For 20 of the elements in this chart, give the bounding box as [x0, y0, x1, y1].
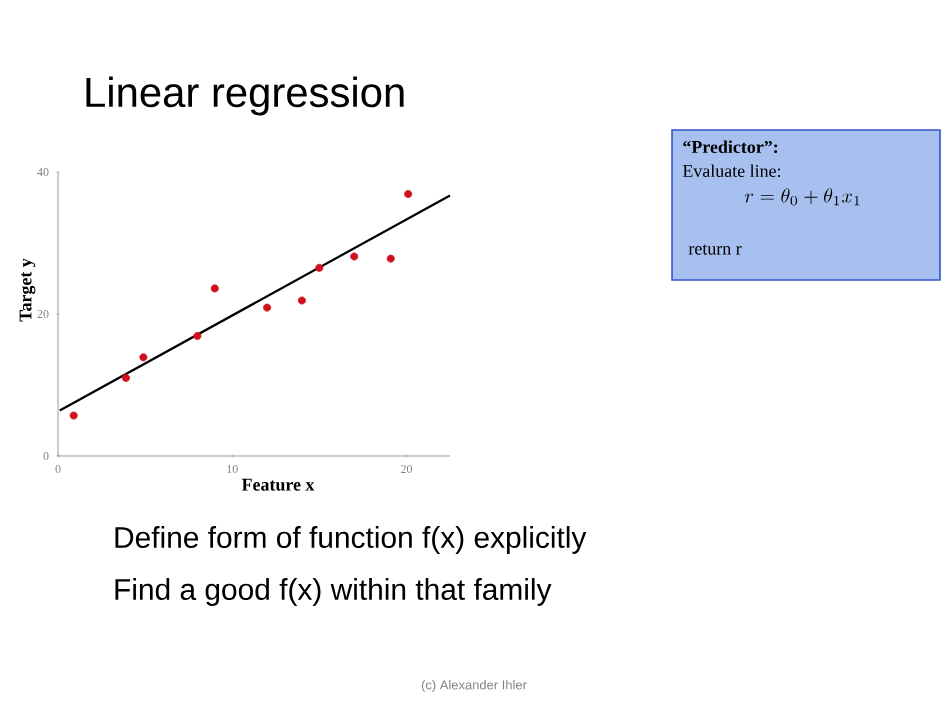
point	[210, 284, 219, 293]
point	[139, 353, 148, 362]
point	[297, 296, 306, 305]
text: return r	[688, 244, 742, 255]
text: $r = \theta_0 + \theta_1 x_1$	[745, 188, 860, 206]
text: Evaluate line:	[682, 164, 781, 178]
text: Define form of function f(x) explicitly	[115, 526, 587, 554]
point	[404, 190, 413, 199]
text: Find a good f(x) within that family	[115, 578, 552, 606]
point	[193, 332, 202, 341]
point	[263, 303, 272, 312]
x-axis-title: Feature x	[241, 478, 315, 491]
point	[386, 254, 395, 263]
point	[69, 411, 78, 420]
point	[350, 252, 359, 261]
text: “Predictor”:	[683, 140, 778, 154]
point	[121, 373, 130, 382]
y-axis-title: Target y	[19, 258, 36, 322]
point	[315, 263, 324, 272]
chart-title: Linear regression	[86, 76, 404, 116]
